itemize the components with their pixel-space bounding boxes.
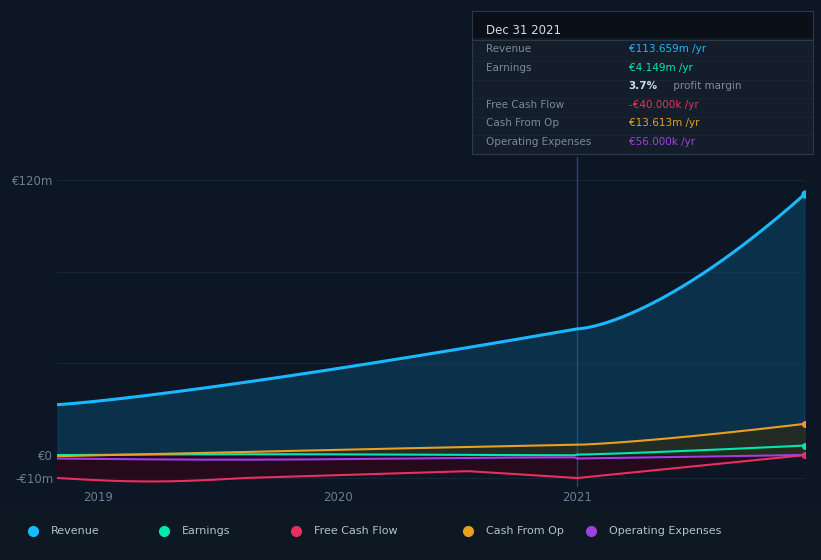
Text: €56.000k /yr: €56.000k /yr — [629, 137, 695, 147]
Text: Cash From Op: Cash From Op — [486, 526, 564, 536]
Text: €4.149m /yr: €4.149m /yr — [629, 63, 693, 73]
Text: €13.613m /yr: €13.613m /yr — [629, 118, 699, 128]
Text: Free Cash Flow: Free Cash Flow — [486, 100, 564, 110]
Text: Cash From Op: Cash From Op — [486, 118, 559, 128]
Text: Revenue: Revenue — [486, 44, 531, 54]
Bar — [472, 11, 813, 37]
Text: Earnings: Earnings — [182, 526, 231, 536]
Text: -€40.000k /yr: -€40.000k /yr — [629, 100, 699, 110]
Text: 3.7%: 3.7% — [629, 81, 658, 91]
Text: Operating Expenses: Operating Expenses — [609, 526, 722, 536]
Text: Dec 31 2021: Dec 31 2021 — [486, 24, 561, 37]
Text: Operating Expenses: Operating Expenses — [486, 137, 591, 147]
Text: profit margin: profit margin — [670, 81, 741, 91]
Text: Earnings: Earnings — [486, 63, 531, 73]
Text: €113.659m /yr: €113.659m /yr — [629, 44, 706, 54]
Text: Revenue: Revenue — [51, 526, 99, 536]
Text: Free Cash Flow: Free Cash Flow — [314, 526, 397, 536]
